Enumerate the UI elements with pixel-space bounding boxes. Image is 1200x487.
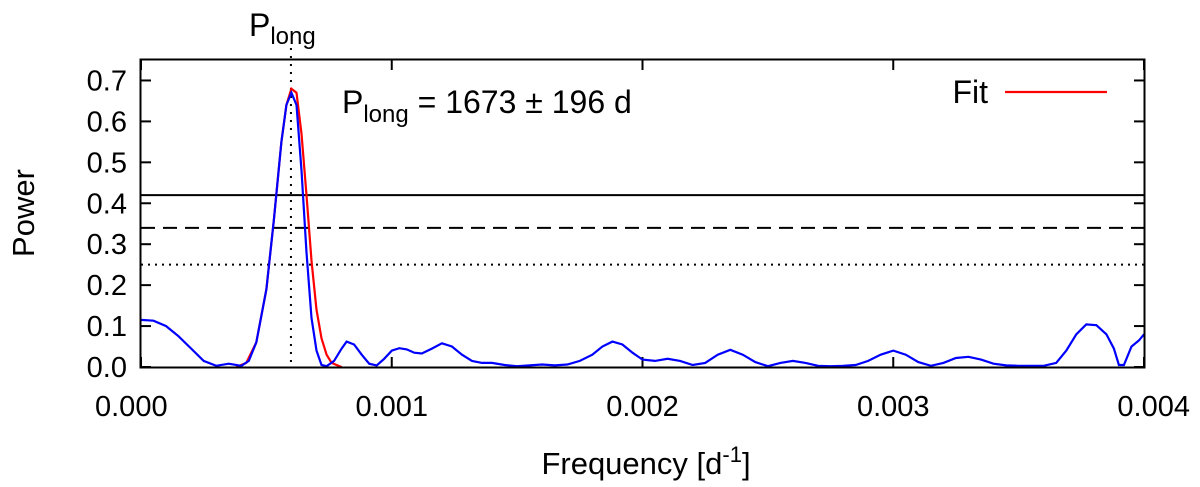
x-tick-label: 0.000 bbox=[95, 391, 168, 423]
y-tick-label: 0.0 bbox=[87, 352, 127, 384]
y-tick-label: 0.7 bbox=[87, 65, 127, 97]
legend: Fit bbox=[952, 74, 1107, 110]
y-tick-label: 0.4 bbox=[87, 188, 127, 220]
y-tick-label: 0.1 bbox=[87, 311, 127, 343]
x-axis-title: Frequency [d-1] bbox=[541, 442, 750, 481]
y-tick-label: 0.6 bbox=[87, 106, 127, 138]
y-axis-title: Power bbox=[6, 169, 41, 257]
y-tick-label: 0.2 bbox=[87, 270, 127, 302]
x-tick-labels: 0.000 0.001 0.002 0.003 0.004 bbox=[95, 391, 1190, 423]
series-line-periodogram bbox=[140, 89, 1145, 368]
y-tick-label: 0.5 bbox=[87, 147, 127, 179]
x-tick-label: 0.001 bbox=[355, 391, 428, 423]
x-tick-label: 0.003 bbox=[857, 391, 930, 423]
plot-frame bbox=[139, 58, 1146, 369]
peak-top-label: Plong bbox=[249, 7, 316, 50]
y-tick-label: 0.3 bbox=[87, 229, 127, 261]
fap-lines bbox=[141, 194, 1144, 266]
x-tick-label: 0.004 bbox=[1117, 391, 1190, 423]
legend-label-fit: Fit bbox=[952, 74, 988, 110]
x-tick-label: 0.002 bbox=[606, 391, 679, 423]
period-annotation: Plong = 1673 ± 196 d bbox=[342, 84, 632, 128]
y-tick-labels: 0.0 0.1 0.2 0.3 0.4 0.5 0.6 0.7 bbox=[87, 65, 127, 384]
